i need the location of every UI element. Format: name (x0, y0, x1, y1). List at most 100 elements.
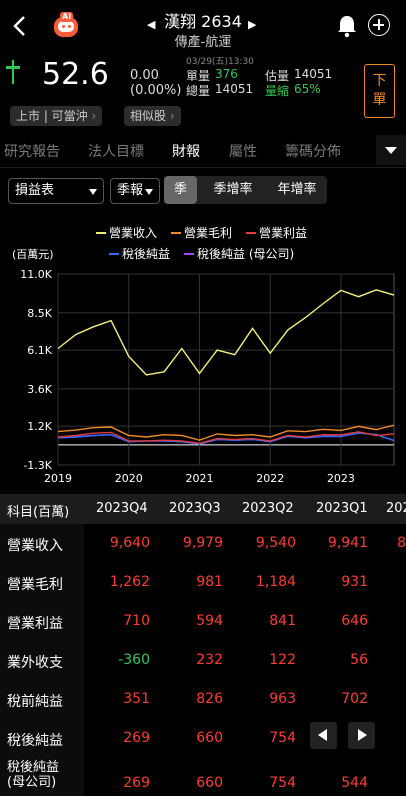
y-tick-label: 8.5K (27, 307, 52, 320)
row-label: 稅前純益 (7, 694, 63, 710)
back-arrow-icon[interactable] (10, 14, 30, 38)
table-cell: 646 (341, 613, 368, 629)
table-cell: 9,941 (327, 535, 368, 551)
scroll-left-icon[interactable] (310, 722, 337, 749)
column-header: 202 (386, 501, 406, 516)
row-label-cell (0, 719, 84, 758)
tab-research[interactable]: 研究報告 (4, 144, 60, 160)
period-select-value: 季報 (117, 183, 144, 198)
table-row: 營業收入 9,640 9,979 9,540 9,941 8 (0, 524, 406, 563)
stock-sector: 傳產-航運 (174, 35, 232, 50)
total-value: 14051 (215, 82, 254, 96)
column-header: 2023Q4 (96, 501, 148, 516)
table-row: 稅後純益(母公司) 269 660 754 544 (0, 758, 406, 796)
x-tick-label: 2022 (256, 472, 284, 485)
table-cell: 9,640 (109, 535, 150, 551)
tab-attributes[interactable]: 屬性 (229, 144, 257, 160)
candlestick-body (6, 66, 20, 69)
table-cell: 826 (196, 691, 223, 707)
series-line (57, 289, 395, 376)
x-tick-label: 2023 (327, 472, 355, 485)
table-cell: 122 (269, 652, 296, 668)
table-cell: 544 (341, 775, 368, 791)
table-cell: 963 (269, 691, 296, 707)
row-label-cell (0, 680, 84, 719)
series-line (57, 431, 395, 445)
table-cell: 351 (123, 691, 150, 707)
ai-assistant-icon[interactable]: AI (52, 12, 80, 41)
table-cell: 1,184 (255, 574, 296, 590)
legend-label: 營業收入 (109, 226, 157, 240)
table-corner: 科目(百萬) (7, 505, 70, 520)
tab-financials[interactable]: 財報 (172, 144, 200, 160)
tab-bar: 研究報告 法人目標 財報 屬性 籌碼分佈 (0, 134, 406, 168)
table-row: 稅後純益26966075454 (0, 719, 406, 758)
vol-value: 376 (215, 67, 238, 81)
current-price: 52.6 (42, 57, 109, 92)
table-cell: 841 (269, 613, 296, 629)
legend-label: 稅後純益 (母公司) (197, 247, 294, 261)
row-label: 營業收入 (7, 538, 63, 554)
row-label: 營業毛利 (7, 577, 63, 593)
order-button[interactable]: 下單 (364, 64, 395, 118)
table-cell: 754 (269, 775, 296, 791)
row-label-cell (0, 563, 84, 602)
y-tick-label: 3.6K (27, 383, 52, 396)
table-cell: 710 (123, 613, 150, 629)
legend-label: 營業毛利 (184, 226, 232, 240)
row-label-cell (0, 641, 84, 680)
scroll-right-icon[interactable] (348, 722, 375, 749)
table-cell: 702 (341, 691, 368, 707)
period-select[interactable]: 季報 (110, 178, 160, 204)
listing-badge[interactable]: 上市 | 可當沖 › (10, 106, 103, 126)
row-label: 業外收支 (7, 655, 63, 671)
similar-stocks-button[interactable]: 相似股 › (124, 106, 181, 126)
x-tick-label: 2021 (185, 472, 213, 485)
segment-qoq[interactable]: 季增率 (213, 182, 253, 197)
table-row: 稅前純益 351 826 963 702 (0, 680, 406, 719)
legend-label: 營業利益 (259, 226, 307, 240)
row-label-cell (0, 758, 84, 796)
table-cell: 981 (196, 574, 223, 590)
row-label-cell (0, 524, 84, 563)
row-label: 稅後純益 (7, 733, 63, 749)
table-cell: 1,262 (109, 574, 150, 590)
table-cell: 269 (123, 730, 150, 746)
tab-more-chevron-icon[interactable] (376, 135, 406, 165)
header-bar: AI ◀ 漢翔 2634 ▶ 傳產-航運 (0, 0, 406, 52)
table-cell: 232 (196, 652, 223, 668)
price-change: 0.00 (130, 68, 159, 83)
row-label: 稅後純益(母公司) (7, 760, 60, 790)
similar-stocks-label: 相似股 (130, 109, 167, 123)
tab-chip-distribution[interactable]: 籌碼分佈 (285, 144, 341, 160)
table-cell: 9,979 (182, 535, 223, 551)
table-cell: 660 (196, 775, 223, 791)
table-cell: 9,540 (255, 535, 296, 551)
y-axis-title: (百萬元) (12, 248, 54, 261)
series-line (57, 432, 395, 445)
table-row: 營業利益 710 594 841 646 (0, 602, 406, 641)
ai-label: AI (60, 12, 74, 22)
next-stock-icon[interactable]: ▶ (248, 18, 257, 31)
previous-stock-icon[interactable]: ◀ (147, 18, 156, 31)
table-row: 營業毛利 1,262 981 1,184 931 (0, 563, 406, 602)
income-table: 科目(百萬) 2023Q4 2023Q3 2023Q2 2023Q1 202 營… (0, 494, 406, 796)
segment-yoy[interactable]: 年增率 (277, 182, 317, 197)
bell-icon[interactable] (336, 14, 358, 38)
column-header: 2023Q2 (242, 501, 294, 516)
legend-label: 稅後純益 (122, 247, 170, 261)
segment-quarter[interactable]: 季 (164, 176, 197, 204)
tab-institutional-target[interactable]: 法人目標 (88, 144, 144, 160)
table-cell: 660 (196, 730, 223, 746)
row-label: 營業利益 (7, 616, 63, 632)
table-cell: 754 (269, 730, 296, 746)
add-watchlist-icon[interactable] (368, 14, 390, 36)
table-cell: 8 (397, 535, 406, 551)
statement-select[interactable]: 損益表 (8, 178, 104, 204)
table-cell: 931 (341, 574, 368, 590)
metric-toggle: 季 季增率 年增率 (164, 176, 327, 204)
est-value: 14051 (294, 67, 333, 81)
y-tick-label: -1.3K (23, 459, 52, 472)
table-header-row: 科目(百萬) 2023Q4 2023Q3 2023Q2 2023Q1 202 (0, 494, 406, 524)
